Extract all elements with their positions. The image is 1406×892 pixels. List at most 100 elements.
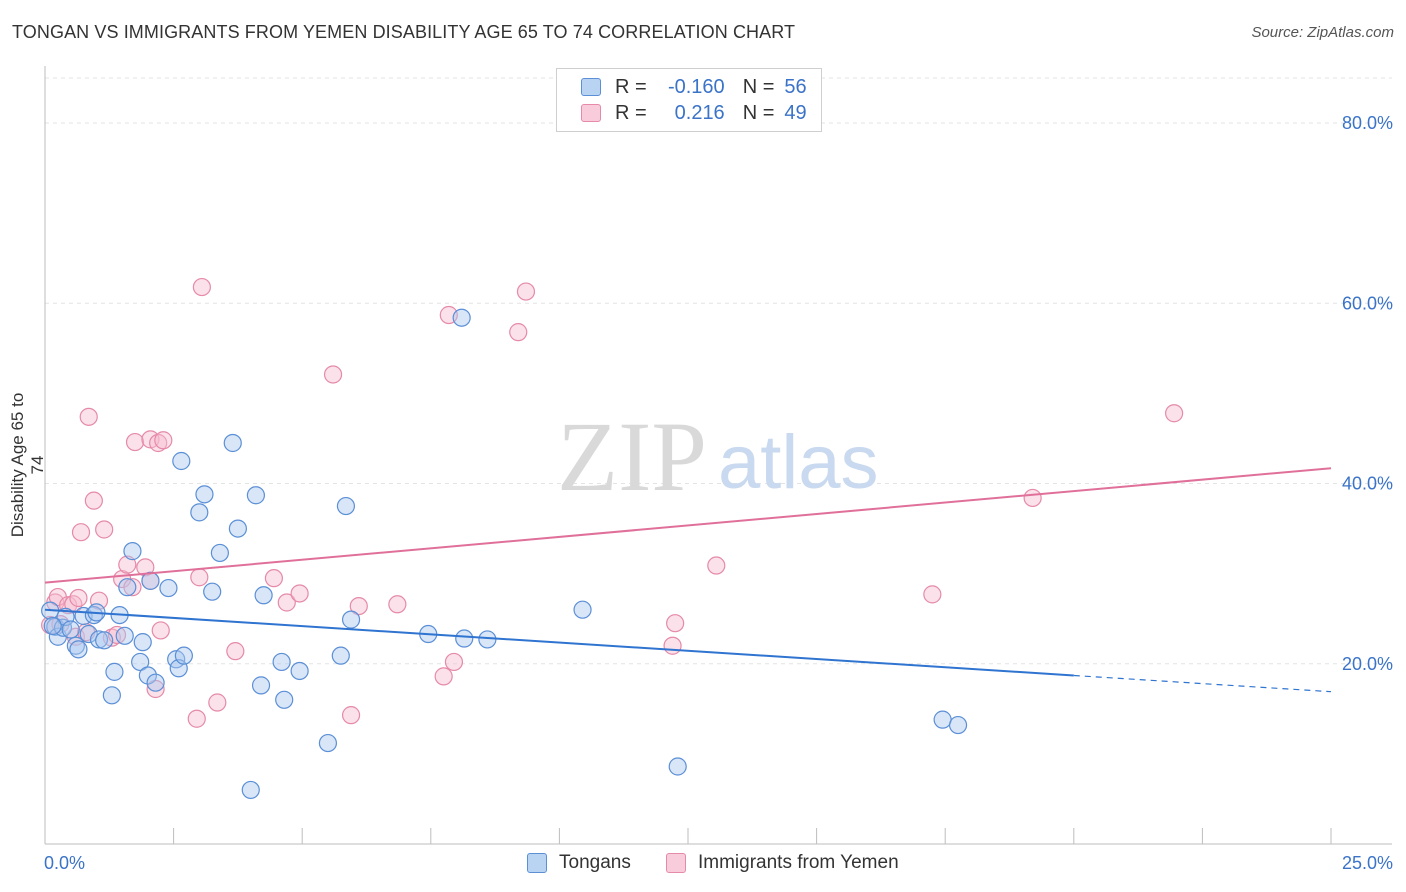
y-tick-label: 80.0% (1342, 113, 1393, 133)
point-yemen (59, 596, 78, 615)
point-tongans (84, 606, 103, 625)
point-tongans (275, 690, 294, 709)
y-tick-label: 40.0% (1342, 474, 1393, 494)
legend-item-yemen[interactable]: Immigrants from Yemen (666, 852, 899, 874)
legend-swatch-tongans (527, 853, 547, 873)
point-tongans (455, 629, 474, 648)
point-yemen (154, 431, 173, 450)
legend-swatch-yemen (666, 853, 686, 873)
point-tongans (95, 631, 114, 650)
point-tongans (272, 652, 291, 672)
grid-lines (45, 77, 1392, 665)
point-tongans (115, 626, 134, 645)
point-tongans (341, 610, 361, 629)
point-tongans (89, 630, 109, 649)
trend-line-yemen (44, 467, 1332, 584)
correlation-legend: R = -0.160 N = 56 R = 0.216 N = 49 (556, 68, 822, 132)
legend-r-label: R = (615, 101, 647, 124)
legend-label-yemen: Immigrants from Yemen (698, 852, 899, 873)
point-yemen (323, 365, 343, 384)
point-yemen (136, 558, 155, 577)
legend-row-yemen: R = 0.216 N = 49 (581, 100, 807, 126)
point-yemen (349, 596, 368, 616)
point-tongans (133, 633, 152, 652)
legend-swatch-pink (581, 104, 601, 122)
x-tick-label: 25.0% (1342, 853, 1393, 873)
legend-n-value: 56 (784, 75, 807, 98)
legend-r-value: -0.160 (667, 75, 725, 98)
legend-n-value: 49 (784, 101, 807, 124)
point-tongans (141, 571, 160, 590)
point-tongans (933, 710, 952, 729)
point-tongans (573, 600, 592, 619)
point-tongans (118, 578, 137, 597)
point-yemen (123, 578, 142, 597)
trend-line-tongans-extrapolated (1073, 674, 1332, 693)
point-tongans (174, 646, 193, 665)
point-yemen (1023, 488, 1042, 508)
point-tongans (318, 733, 338, 753)
point-tongans (43, 616, 62, 636)
point-tongans (478, 630, 497, 649)
axes (44, 66, 1392, 845)
trend-lines (44, 467, 1332, 693)
legend-label-tongans: Tongans (559, 852, 631, 873)
point-yemen (444, 652, 464, 672)
point-yemen (125, 432, 145, 452)
point-yemen (192, 277, 211, 297)
point-tongans (195, 485, 214, 504)
point-tongans (61, 620, 80, 639)
point-yemen (341, 706, 361, 725)
point-tongans (131, 652, 150, 672)
point-yemen (516, 282, 536, 301)
point-yemen (707, 556, 726, 575)
point-tongans (146, 673, 165, 692)
point-yemen (89, 591, 109, 610)
point-tongans (105, 662, 124, 681)
point-yemen (277, 593, 296, 612)
source-label: Source: ZipAtlas.com (1251, 24, 1394, 41)
watermark: ZIP atlas (557, 401, 879, 512)
point-tongans (190, 503, 209, 522)
point-yemen (388, 595, 407, 614)
legend-r-label: R = (615, 75, 647, 98)
point-tongans (79, 624, 98, 644)
point-tongans (172, 451, 191, 471)
point-yemen (69, 588, 88, 608)
tick-labels: 20.0% 40.0% 60.0% 80.0% 0.0% 25.0% (44, 113, 1393, 873)
point-tongans (138, 666, 157, 685)
series-tongans-points (41, 308, 968, 800)
trend-line-tongans (44, 608, 1074, 677)
legend-swatch-blue (581, 78, 601, 96)
watermark-atlas: atlas (718, 420, 879, 505)
point-tongans (210, 543, 229, 563)
point-tongans (251, 676, 271, 695)
point-yemen (71, 523, 91, 542)
chart-title: TONGAN VS IMMIGRANTS FROM YEMEN DISABILI… (12, 22, 796, 42)
point-yemen (84, 491, 103, 510)
legend-row-tongans: R = -0.160 N = 56 (581, 74, 807, 100)
point-yemen (1165, 404, 1184, 423)
point-tongans (254, 586, 273, 605)
series-legend: Tongans Immigrants from Yemen (0, 852, 1406, 876)
point-tongans (228, 519, 247, 538)
point-yemen (666, 614, 685, 633)
legend-item-tongans[interactable]: Tongans (527, 852, 631, 874)
point-yemen (923, 585, 942, 604)
point-tongans (452, 308, 471, 327)
legend-n-label: N = (742, 75, 775, 98)
point-yemen (79, 407, 98, 426)
point-yemen (264, 569, 284, 588)
point-tongans (159, 578, 178, 598)
point-tongans (246, 486, 266, 505)
y-tick-label: 20.0% (1342, 654, 1393, 674)
y-tick-label: 60.0% (1342, 293, 1393, 313)
point-yemen (509, 323, 528, 342)
point-tongans (241, 780, 260, 800)
point-yemen (226, 642, 245, 661)
watermark-zip: ZIP (557, 401, 707, 512)
point-yemen (118, 555, 137, 574)
point-yemen (290, 584, 309, 603)
x-tick-label: 0.0% (44, 853, 85, 873)
